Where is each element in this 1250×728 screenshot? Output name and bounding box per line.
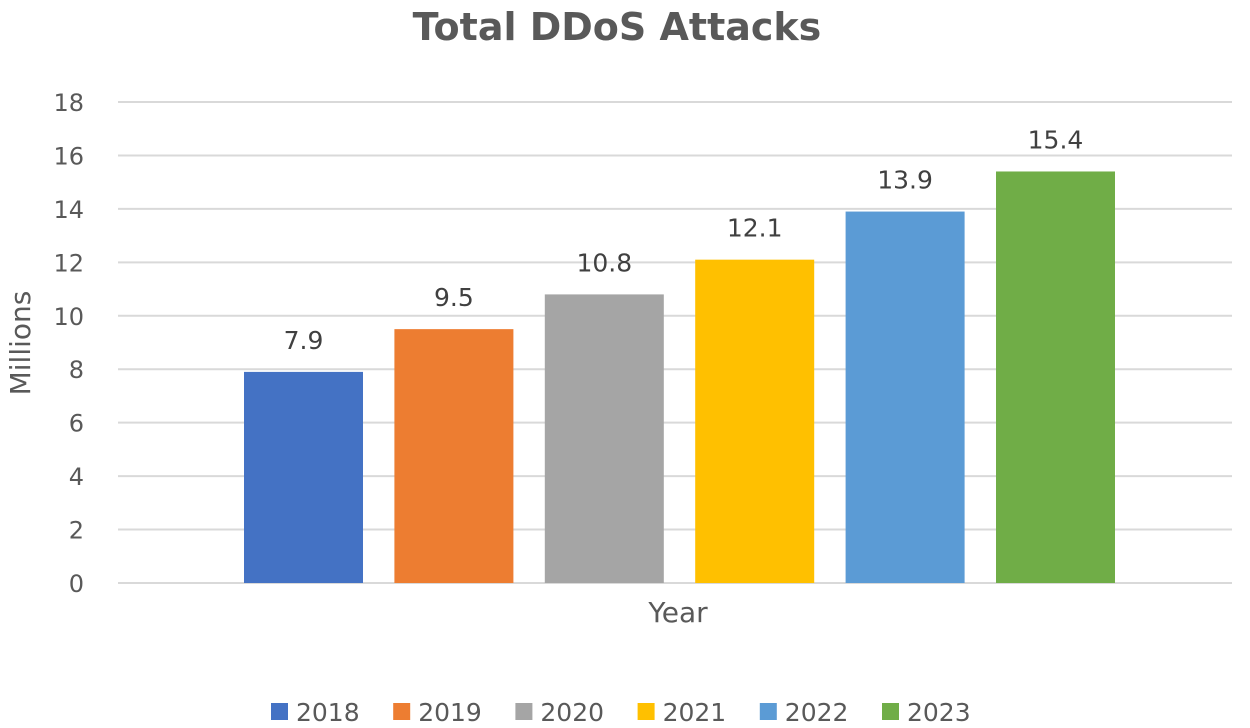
legend-label-2022: 2022 [785, 698, 849, 727]
data-label-2022: 13.9 [877, 166, 933, 195]
legend-label-2018: 2018 [296, 698, 360, 727]
data-label-2021: 12.1 [727, 214, 783, 243]
y-axis-title: Millions [4, 291, 37, 396]
y-tick-label: 0 [69, 570, 84, 598]
y-tick-label: 16 [53, 142, 84, 170]
y-tick-label: 8 [69, 356, 84, 384]
y-tick-label: 10 [53, 303, 84, 331]
bar-2019 [394, 329, 514, 583]
bar-2022 [845, 211, 965, 584]
data-label-2020: 10.8 [576, 248, 632, 277]
bars [244, 171, 1115, 584]
data-label-2019: 9.5 [434, 283, 474, 312]
data-label-2018: 7.9 [284, 326, 324, 355]
legend-swatch-2020 [515, 703, 533, 720]
legend-swatch-2021 [637, 703, 655, 720]
data-labels: 7.9 9.5 10.8 12.1 13.9 15.4 [284, 125, 1084, 354]
legend-swatch-2018 [271, 703, 288, 720]
bar-2021 [695, 259, 815, 583]
legend-swatch-2019 [393, 703, 411, 720]
legend-label-2021: 2021 [663, 698, 727, 727]
legend-label-2019: 2019 [418, 698, 482, 727]
bar-2020 [544, 294, 664, 583]
bar-2023 [996, 171, 1115, 583]
y-tick-label: 6 [69, 410, 84, 438]
data-label-2023: 15.4 [1028, 125, 1084, 154]
x-axis-title: Year [647, 596, 708, 629]
legend-swatch-2023 [882, 703, 899, 720]
bar-2018 [244, 371, 363, 583]
legend-label-2020: 2020 [540, 698, 604, 727]
legend: 2018 2019 2020 2021 2022 2023 [271, 698, 971, 727]
y-tick-label: 2 [69, 517, 84, 545]
legend-label-2023: 2023 [907, 698, 971, 727]
y-tick-label: 12 [53, 249, 84, 277]
chart-title: Total DDoS Attacks [413, 5, 822, 49]
y-axis-tick-labels: 0 2 4 6 8 10 12 14 16 18 [53, 89, 84, 598]
y-tick-label: 14 [53, 196, 84, 224]
y-tick-label: 4 [69, 463, 84, 491]
legend-swatch-2022 [759, 703, 777, 720]
y-tick-label: 18 [53, 89, 84, 117]
